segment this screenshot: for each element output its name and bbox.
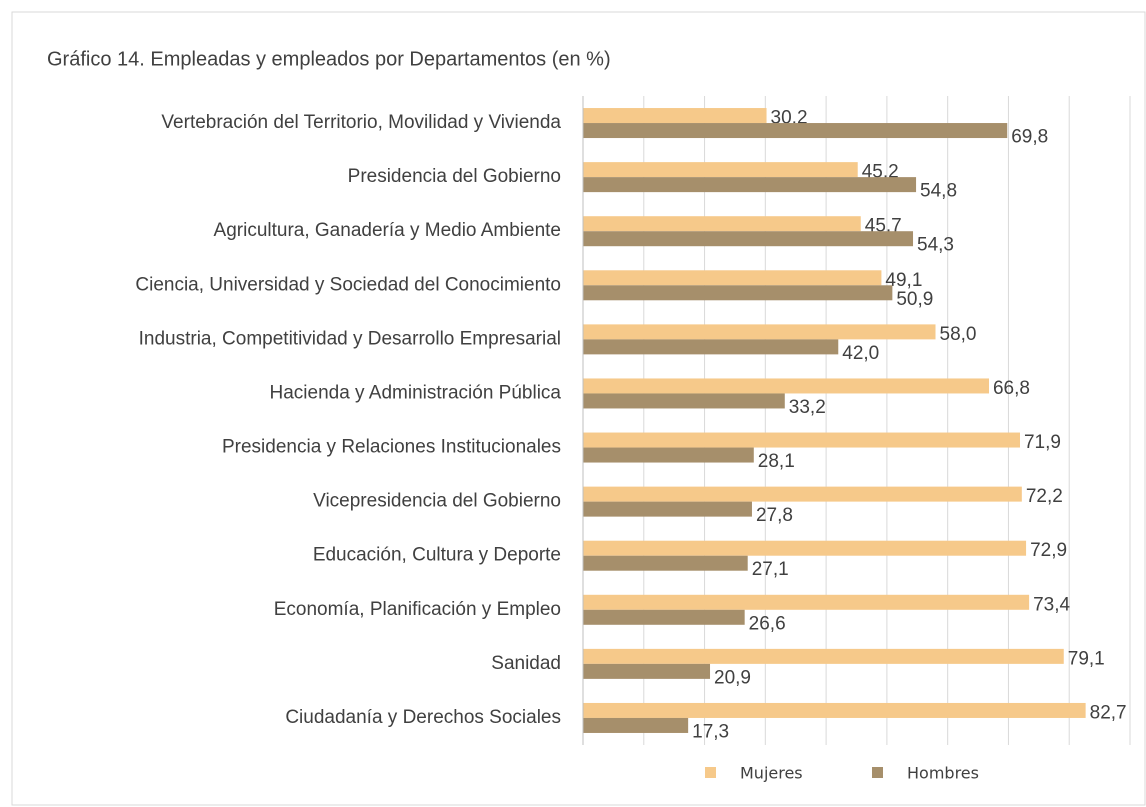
bar <box>583 594 1030 610</box>
bar <box>583 648 1064 664</box>
bar <box>583 162 858 178</box>
data-label: 79,1 <box>1068 648 1105 669</box>
data-label: 17,3 <box>692 721 729 742</box>
bar <box>583 501 752 517</box>
data-label: 26,6 <box>749 613 786 634</box>
data-label: 82,7 <box>1090 702 1127 723</box>
legend-label: Hombres <box>907 764 979 783</box>
bar <box>583 555 748 571</box>
bar <box>583 324 936 340</box>
data-label: 58,0 <box>940 324 977 345</box>
data-label: 54,3 <box>917 235 954 256</box>
data-label: 42,0 <box>842 343 879 364</box>
bar <box>583 717 689 733</box>
data-label: 66,8 <box>993 378 1030 399</box>
data-label: 28,1 <box>758 451 795 472</box>
y-tick-label: Presidencia y Relaciones Institucionales <box>222 437 561 458</box>
data-label: 54,8 <box>920 181 957 202</box>
y-tick-label: Agricultura, Ganadería y Medio Ambiente <box>214 220 561 241</box>
data-label: 69,8 <box>1011 127 1048 148</box>
bar <box>583 231 914 247</box>
bar <box>583 177 917 193</box>
bar <box>583 432 1020 448</box>
y-tick-label: Presidencia del Gobierno <box>348 166 561 187</box>
data-label: 49,1 <box>885 270 922 291</box>
data-label: 33,2 <box>789 397 826 418</box>
bar <box>583 339 839 355</box>
bar <box>583 270 882 286</box>
legend-swatch <box>872 767 883 778</box>
bar <box>583 123 1008 139</box>
chart-frame <box>11 11 1146 806</box>
bar <box>583 108 767 124</box>
data-label: 73,4 <box>1033 594 1070 615</box>
data-label: 50,9 <box>896 289 933 310</box>
bar <box>583 609 745 625</box>
y-tick-label: Sanidad <box>491 653 561 674</box>
bar <box>583 540 1027 556</box>
y-tick-label: Hacienda y Administración Pública <box>270 382 562 403</box>
y-tick-label: Economía, Planificación y Empleo <box>274 599 561 620</box>
chart-title: Gráfico 14. Empleadas y empleados por De… <box>47 48 611 70</box>
bar <box>583 378 989 394</box>
data-label: 27,8 <box>756 505 793 526</box>
y-tick-label: Ciudadanía y Derechos Sociales <box>285 707 561 728</box>
bar <box>583 486 1022 502</box>
legend-label: Mujeres <box>740 764 803 783</box>
bar <box>583 447 754 463</box>
bar <box>583 216 861 232</box>
data-label: 71,9 <box>1024 432 1061 453</box>
data-label: 27,1 <box>752 559 789 580</box>
bar <box>583 285 893 301</box>
bar <box>583 393 785 409</box>
data-label: 72,9 <box>1030 540 1067 561</box>
data-label: 20,9 <box>714 667 751 688</box>
y-tick-label: Vicepresidencia del Gobierno <box>313 491 561 512</box>
y-tick-label: Industria, Competitividad y Desarrollo E… <box>139 328 561 349</box>
y-tick-label: Vertebración del Territorio, Movilidad y… <box>161 112 561 133</box>
y-tick-label: Ciencia, Universidad y Sociedad del Cono… <box>135 274 561 295</box>
legend-swatch <box>705 767 716 778</box>
data-label: 72,2 <box>1026 486 1063 507</box>
bar <box>583 702 1086 718</box>
y-tick-label: Educación, Cultura y Deporte <box>313 545 561 566</box>
bar <box>583 663 711 679</box>
